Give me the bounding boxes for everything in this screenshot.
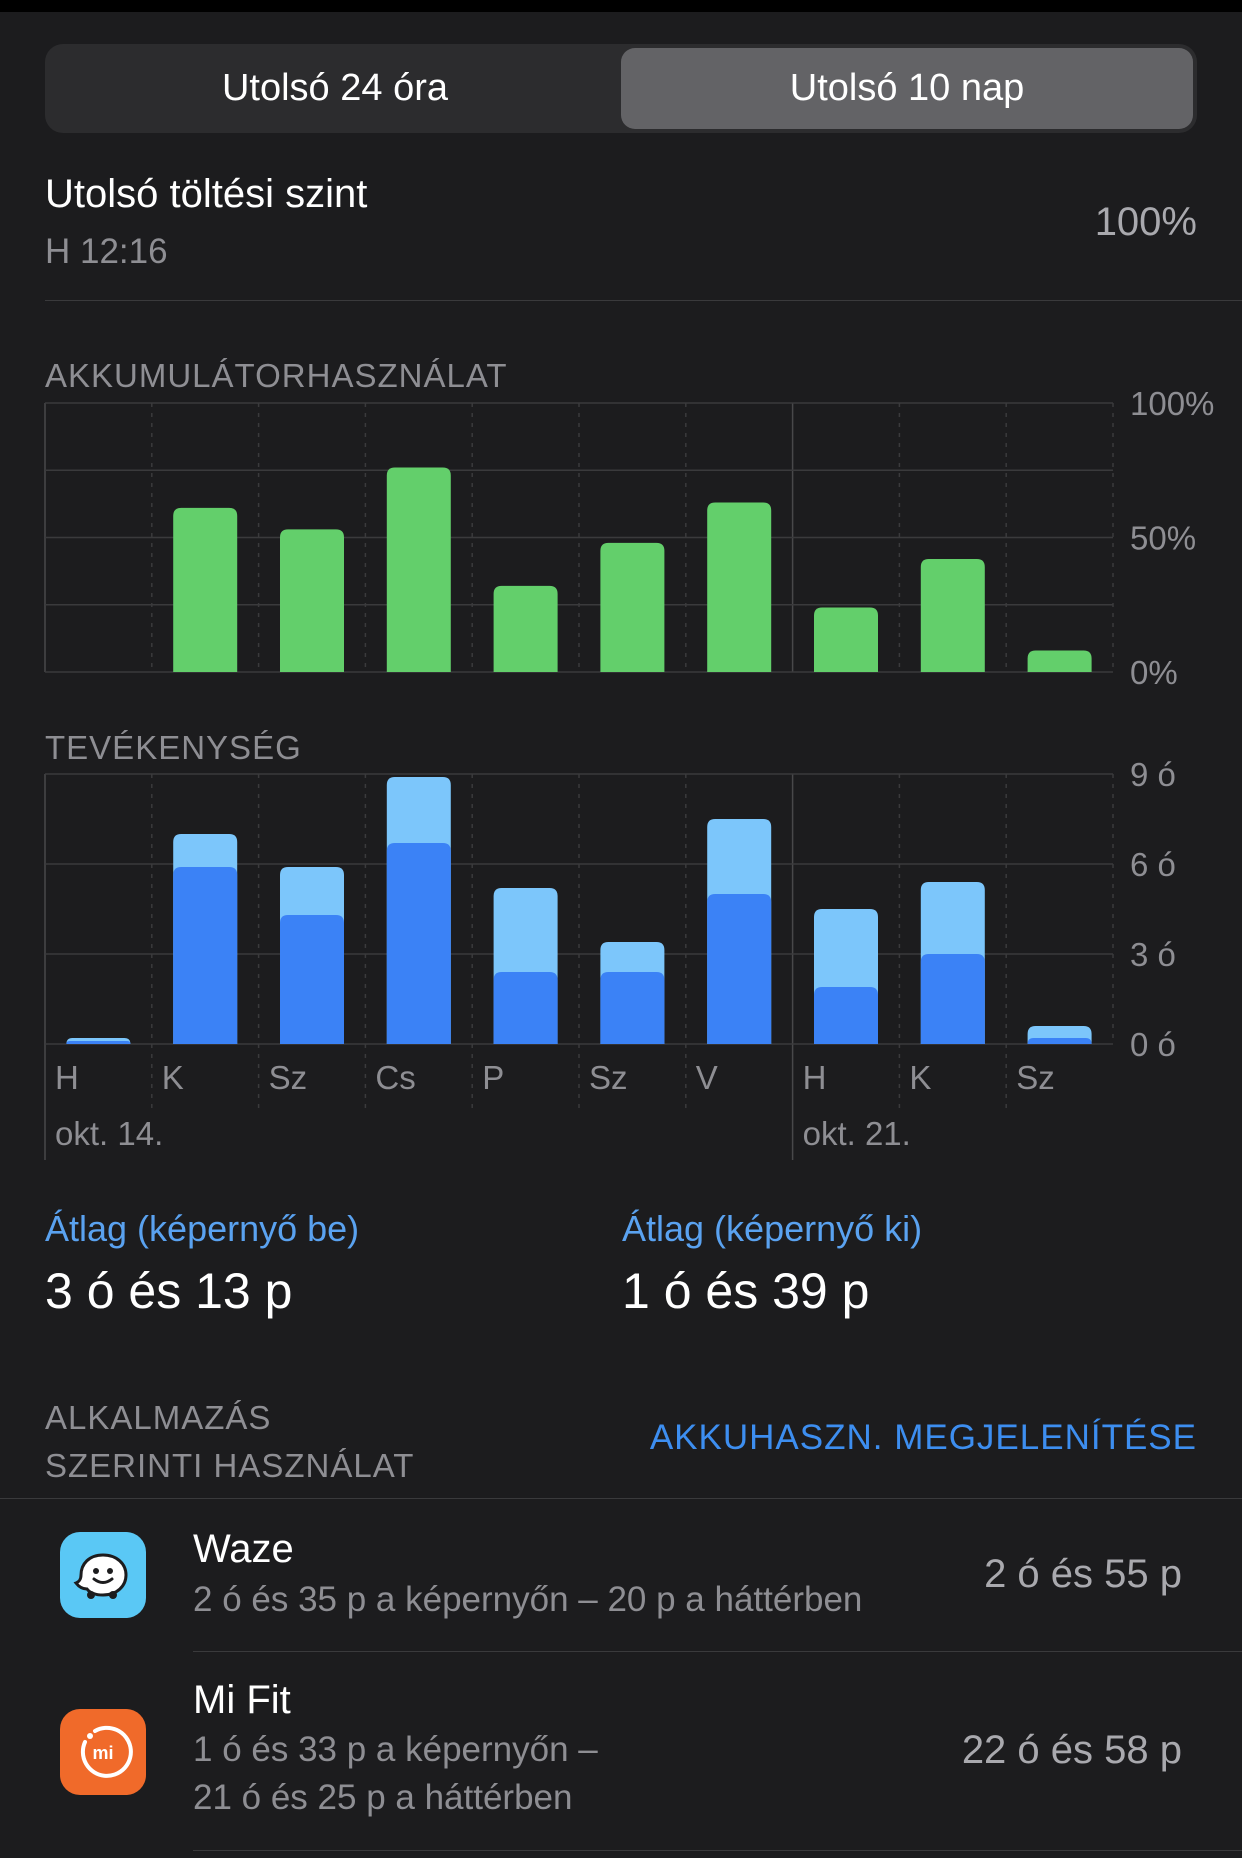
app-row-mi-fit[interactable]: mi Mi Fit 1 ó és 33 p a képernyőn – 21 ó… <box>0 1652 1242 1858</box>
time-range-segmented-control[interactable]: Utolsó 24 óra Utolsó 10 nap <box>45 44 1197 133</box>
x-tick-label: P <box>482 1059 504 1096</box>
x-tick-label: Cs <box>375 1059 415 1096</box>
app-detail-line2: 21 ó és 25 p a háttérben <box>193 1778 573 1817</box>
activity-bar-screen-on <box>1027 1038 1092 1044</box>
activity-label: TEVÉKENYSÉG <box>45 729 302 766</box>
activity-bar-screen-on <box>707 894 772 1044</box>
activity-bar-screen-on <box>386 843 451 1044</box>
activity-bar-screen-on <box>173 867 238 1044</box>
battery-bar <box>1027 650 1092 672</box>
y-tick-label: 0% <box>1130 654 1178 690</box>
y-tick-label: 50% <box>1130 520 1196 557</box>
battery-bar <box>173 507 238 672</box>
x-tick-label: V <box>696 1059 718 1096</box>
activity-bar-screen-on <box>814 987 878 1044</box>
x-tick-label: H <box>55 1059 79 1096</box>
x-tick-label: Sz <box>1016 1059 1055 1096</box>
battery-bar <box>280 529 344 672</box>
battery-usage-chart[interactable]: 100% 50% 0% <box>0 360 1242 690</box>
battery-bar <box>920 559 985 672</box>
activity-bar-screen-on <box>280 915 344 1044</box>
mi-fit-icon: mi <box>60 1709 146 1795</box>
activity-bar-screen-on <box>493 972 558 1044</box>
waze-icon <box>60 1532 146 1618</box>
date-label: okt. 14. <box>55 1115 163 1152</box>
show-battery-usage-button[interactable]: AKKUHASZN. MEGJELENÍTÉSE <box>649 1418 1197 1457</box>
average-screen-on-value: 3 ó és 13 p <box>45 1263 293 1319</box>
divider <box>0 1498 1242 1499</box>
app-name: Waze <box>193 1527 294 1571</box>
segment-last-24-hours[interactable]: Utolsó 24 óra <box>221 67 448 109</box>
average-screen-off-value: 1 ó és 39 p <box>622 1263 870 1319</box>
app-detail-line1: 1 ó és 33 p a képernyőn – <box>193 1730 598 1769</box>
app-total-time: 22 ó és 58 p <box>961 1728 1182 1772</box>
apps-usage-title-line1: ALKALMAZÁS <box>45 1399 272 1436</box>
x-tick-label: K <box>909 1059 931 1096</box>
battery-usage-label: AKKUMULÁTORHASZNÁLAT <box>45 357 508 394</box>
last-charge-value: 100% <box>1094 200 1197 244</box>
apps-usage-title: ALKALMAZÁS SZERINTI HASZNÁLAT <box>45 1394 414 1490</box>
app-total-time: 2 ó és 55 p <box>984 1552 1182 1596</box>
average-screen-on-label: Átlag (képernyő be) <box>45 1208 360 1249</box>
app-detail: 1 ó és 33 p a képernyőn – 21 ó és 25 p a… <box>193 1726 598 1822</box>
date-label: okt. 21. <box>803 1115 911 1152</box>
y-tick-label: 100% <box>1130 385 1214 422</box>
last-charge-time: H 12:16 <box>45 232 168 271</box>
activity-bar-screen-on <box>600 972 665 1044</box>
mi-fit-logo-text: mi <box>92 1743 113 1763</box>
average-screen-off-label: Átlag (képernyő ki) <box>622 1208 923 1249</box>
activity-bar-screen-on <box>920 954 985 1044</box>
activity-bar-screen-on <box>66 1041 131 1044</box>
status-bar-strip <box>0 0 1242 12</box>
y-tick-label: 0 ó <box>1130 1026 1176 1063</box>
segment-last-10-days[interactable]: Utolsó 10 nap <box>621 48 1193 129</box>
x-tick-label: K <box>162 1059 184 1096</box>
x-tick-label: Sz <box>269 1059 308 1096</box>
apps-usage-title-line2: SZERINTI HASZNÁLAT <box>45 1447 415 1484</box>
activity-chart[interactable]: 9 ó 6 ó 3 ó 0 ó H K Sz Cs P Sz V H K Sz okt. 14. okt. 2… <box>0 740 1242 1170</box>
battery-bar <box>493 585 558 672</box>
y-tick-label: 9 ó <box>1130 756 1176 793</box>
y-tick-label: 3 ó <box>1130 936 1176 973</box>
battery-bar <box>386 467 451 672</box>
y-tick-label: 6 ó <box>1130 846 1176 883</box>
app-name: Mi Fit <box>193 1678 291 1722</box>
battery-bar <box>600 542 665 672</box>
divider <box>45 300 1242 301</box>
row-divider <box>193 1651 1242 1652</box>
app-row-waze[interactable]: Waze 2 ó és 35 p a képernyőn – 20 p a há… <box>0 1500 1242 1652</box>
x-tick-label: H <box>803 1059 827 1096</box>
row-divider <box>193 1850 1242 1851</box>
x-tick-label: Sz <box>589 1059 628 1096</box>
app-detail: 2 ó és 35 p a képernyőn – 20 p a háttérb… <box>193 1580 863 1619</box>
last-charge-title: Utolsó töltési szint <box>45 172 368 216</box>
battery-bar <box>814 607 878 672</box>
battery-bar <box>707 502 772 672</box>
